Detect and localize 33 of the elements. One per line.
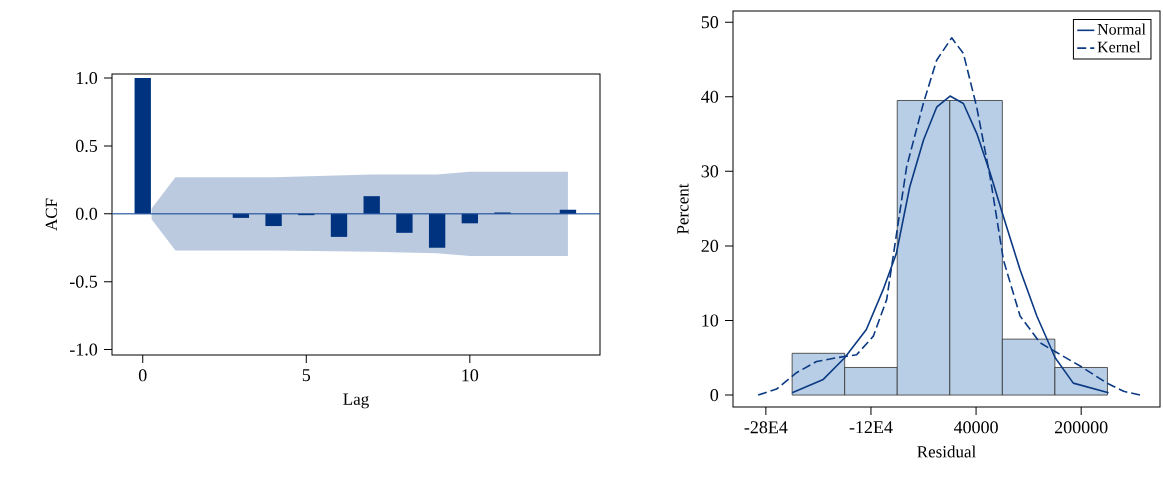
- y-axis-title: ACF: [45, 198, 58, 231]
- bar: [134, 78, 151, 214]
- y-axis-title: Percent: [677, 183, 689, 234]
- bar: [330, 213, 348, 237]
- x-tick-label: -28E4: [744, 421, 788, 434]
- y-tick-label: 40: [701, 90, 719, 103]
- y-tick-label: 10: [702, 314, 719, 327]
- y-tick-label: -1.0: [69, 343, 98, 356]
- y-tick-label: 20: [701, 239, 719, 252]
- x-tick-label: 10: [462, 369, 479, 382]
- x-axis-title: Lag: [343, 393, 369, 409]
- x-axis-title: Residual: [917, 445, 976, 458]
- y-tick-label: -0.5: [69, 275, 98, 288]
- legend-label: Kernel: [1097, 41, 1141, 53]
- x-tick-label: 5: [302, 369, 311, 382]
- y-tick-label: 0.0: [75, 207, 98, 220]
- bar: [265, 213, 282, 227]
- y-tick-label: 1.0: [76, 71, 98, 85]
- x-tick-label: 40000: [953, 421, 998, 434]
- bar: [232, 213, 250, 218]
- x-tick-label: 200000: [1054, 421, 1108, 434]
- y-tick-label: 0.5: [75, 139, 98, 153]
- y-tick-label: 50: [701, 16, 719, 29]
- x-tick-label: -12E4: [849, 421, 893, 434]
- y-tick-label: 0: [710, 389, 719, 402]
- y-tick-label: 30: [701, 165, 719, 178]
- x-tick-label: 0: [138, 369, 147, 382]
- bar: [396, 213, 413, 233]
- bar: [363, 196, 380, 214]
- bar: [428, 213, 446, 248]
- legend-label: Normal: [1097, 23, 1146, 35]
- line-series: [757, 37, 1142, 396]
- bar: [461, 213, 478, 224]
